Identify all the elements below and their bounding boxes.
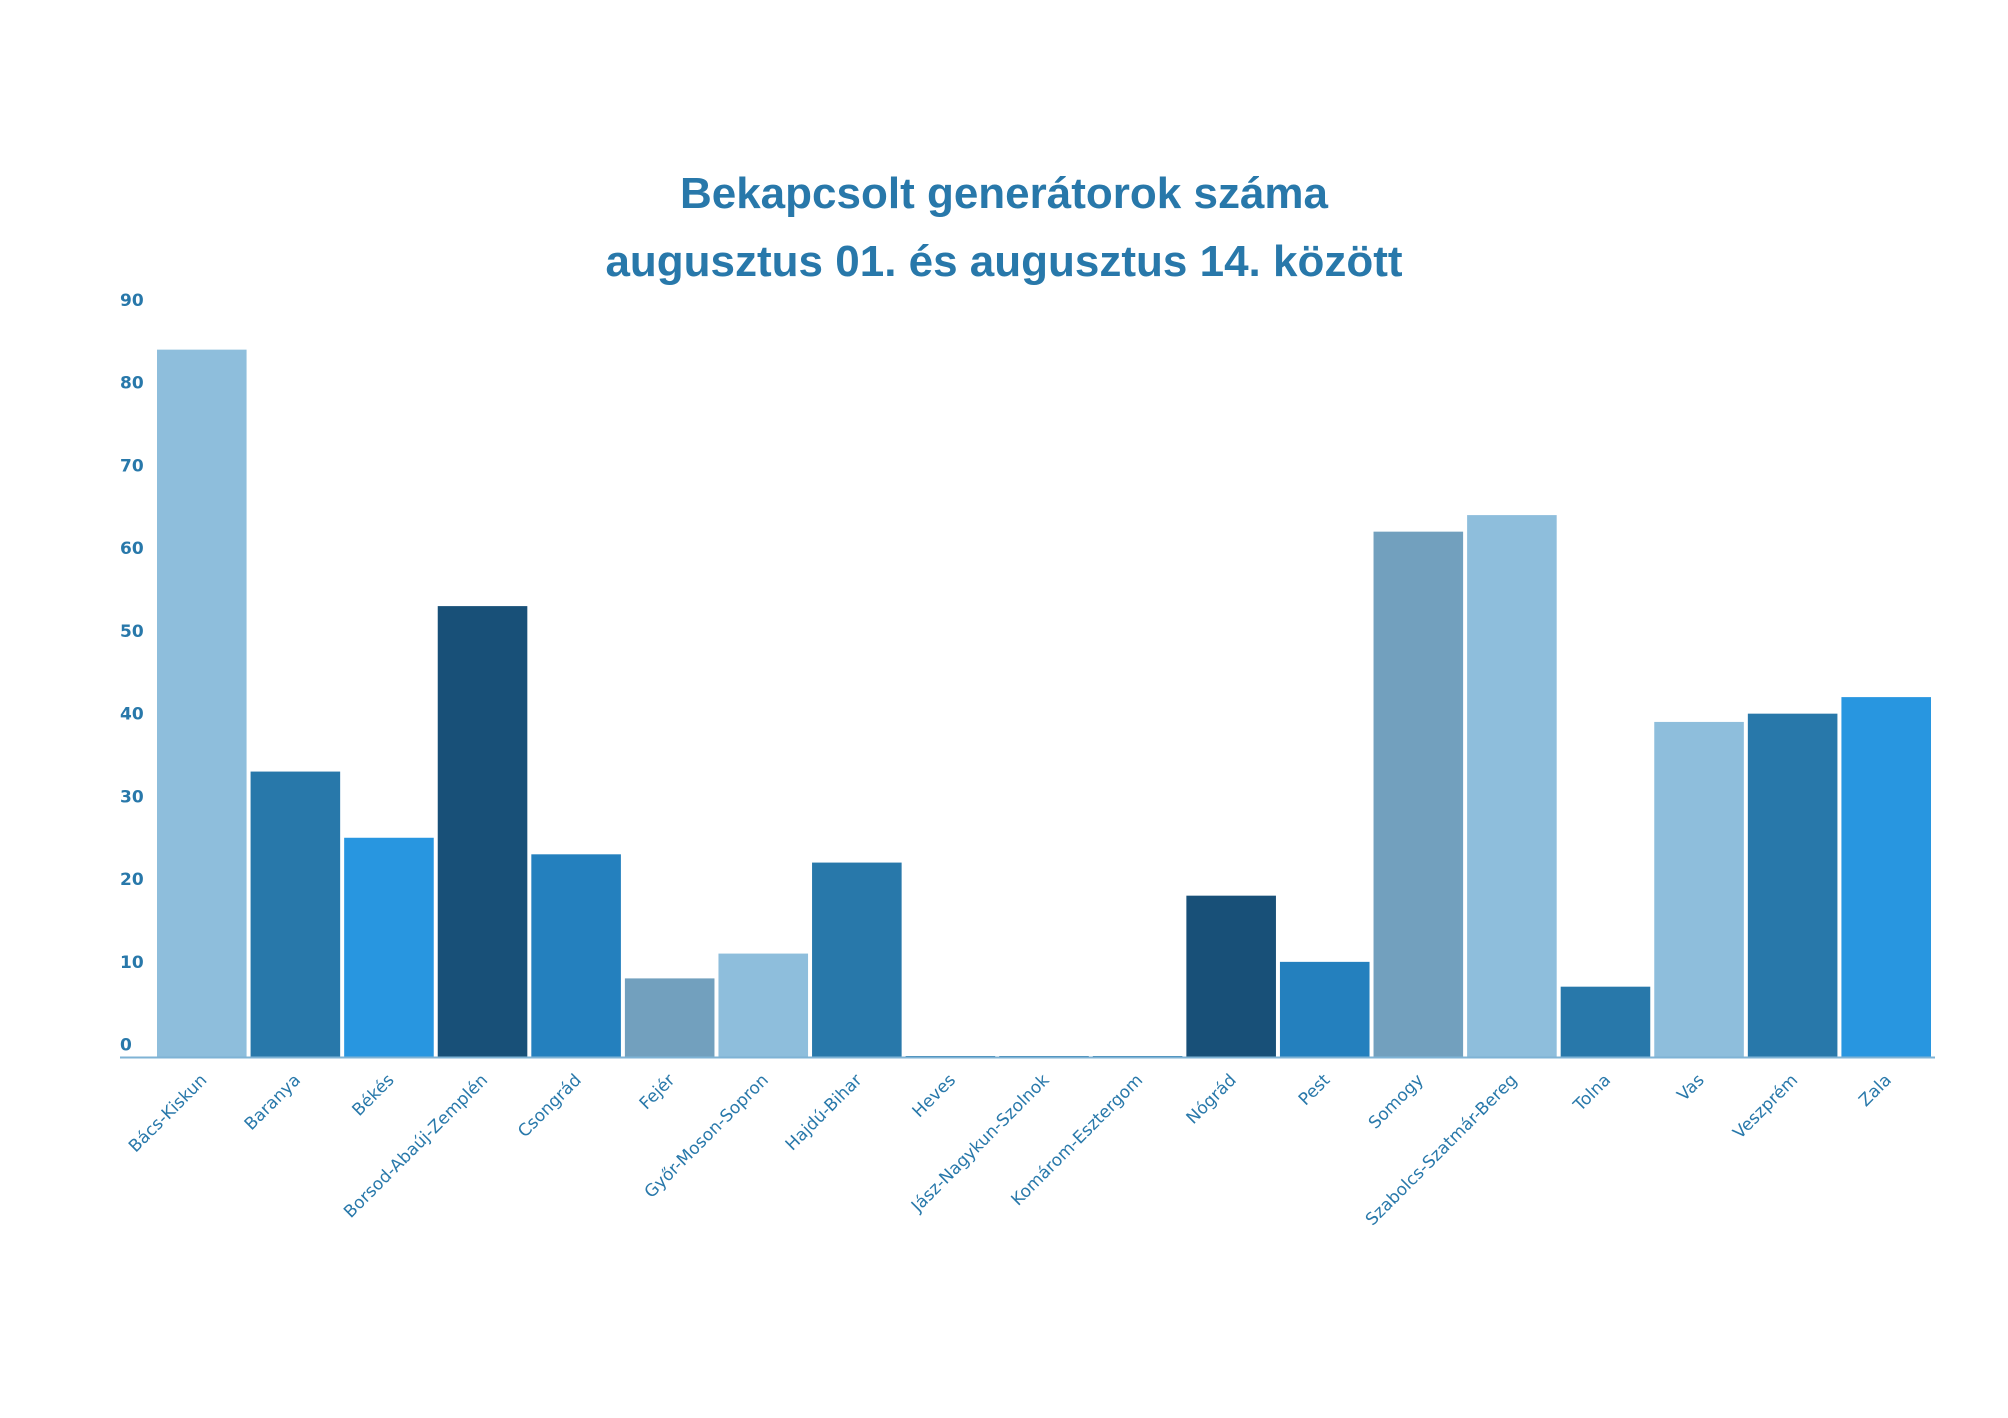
bar-somogy bbox=[1373, 531, 1464, 1057]
bar-fejér bbox=[624, 978, 715, 1057]
y-tick-label: 60 bbox=[120, 539, 144, 559]
x-tick-label: Baranya bbox=[241, 1070, 305, 1134]
x-tick-label: Heves bbox=[909, 1070, 960, 1121]
x-tick-label: Veszprém bbox=[1729, 1070, 1802, 1143]
bar-veszprém bbox=[1747, 713, 1838, 1057]
x-tick-label: Fejér bbox=[636, 1070, 679, 1113]
y-tick-label: 40 bbox=[120, 705, 144, 725]
y-tick-label: 50 bbox=[120, 622, 144, 642]
bars bbox=[157, 349, 1931, 1057]
bar-nógrád bbox=[1186, 895, 1276, 1057]
y-axis-ticks: 0 10 20 30 40 50 60 70 80 90 bbox=[120, 291, 144, 1056]
x-axis-labels: Bács-Kiskun Baranya BékésBorsod-Abaúj-Zemp… bbox=[125, 1070, 1896, 1230]
bar-tolna bbox=[1560, 986, 1651, 1057]
x-tick-label: Békés bbox=[349, 1070, 399, 1120]
bar-borsod-abaúj-zemplén bbox=[437, 606, 528, 1057]
y-tick-label: 80 bbox=[120, 374, 144, 394]
bar-szabolcs-szatmár-bereg bbox=[1467, 515, 1557, 1057]
bar-pest bbox=[1279, 961, 1370, 1057]
x-tick-label: Csongrád bbox=[514, 1070, 585, 1141]
y-tick-label: 10 bbox=[120, 953, 144, 973]
bar-bács-kiskun bbox=[157, 349, 247, 1057]
y-tick-label: 90 bbox=[120, 291, 144, 311]
x-tick-label: Szabolcs-Szatmár-Bereg bbox=[1362, 1070, 1522, 1230]
bar-hajdú-bihar bbox=[812, 862, 902, 1057]
x-tick-label: Bács-Kiskun bbox=[125, 1070, 211, 1156]
bar-csongrád bbox=[531, 854, 621, 1057]
y-tick-label: 70 bbox=[120, 456, 144, 476]
chart-subtitle: augusztus 01. és augusztus 14. között bbox=[605, 237, 1403, 286]
bar-győr-moson-sopron bbox=[718, 953, 809, 1057]
x-tick-label: Somogy bbox=[1365, 1070, 1428, 1133]
chart-title-block: Bekapcsolt generátorok száma augusztus 0… bbox=[0, 160, 2008, 296]
chart-title: Bekapcsolt generátorok száma bbox=[679, 169, 1329, 218]
x-tick-label: Hajdú-Bihar bbox=[782, 1070, 867, 1155]
bar-vas bbox=[1654, 721, 1744, 1057]
x-tick-label: Tolna bbox=[1569, 1070, 1615, 1116]
x-tick-label: Zala bbox=[1855, 1070, 1895, 1110]
x-tick-label: Pest bbox=[1295, 1070, 1335, 1110]
x-tick-label: Vas bbox=[1674, 1070, 1709, 1105]
bar-békés bbox=[344, 837, 434, 1057]
bar-baranya bbox=[250, 771, 341, 1057]
y-tick-label: 20 bbox=[120, 870, 144, 890]
y-tick-label: 30 bbox=[120, 787, 144, 807]
bar-zala bbox=[1841, 697, 1931, 1057]
y-tick-label: 0 bbox=[120, 1036, 132, 1056]
x-tick-label: Nógrád bbox=[1183, 1070, 1241, 1128]
